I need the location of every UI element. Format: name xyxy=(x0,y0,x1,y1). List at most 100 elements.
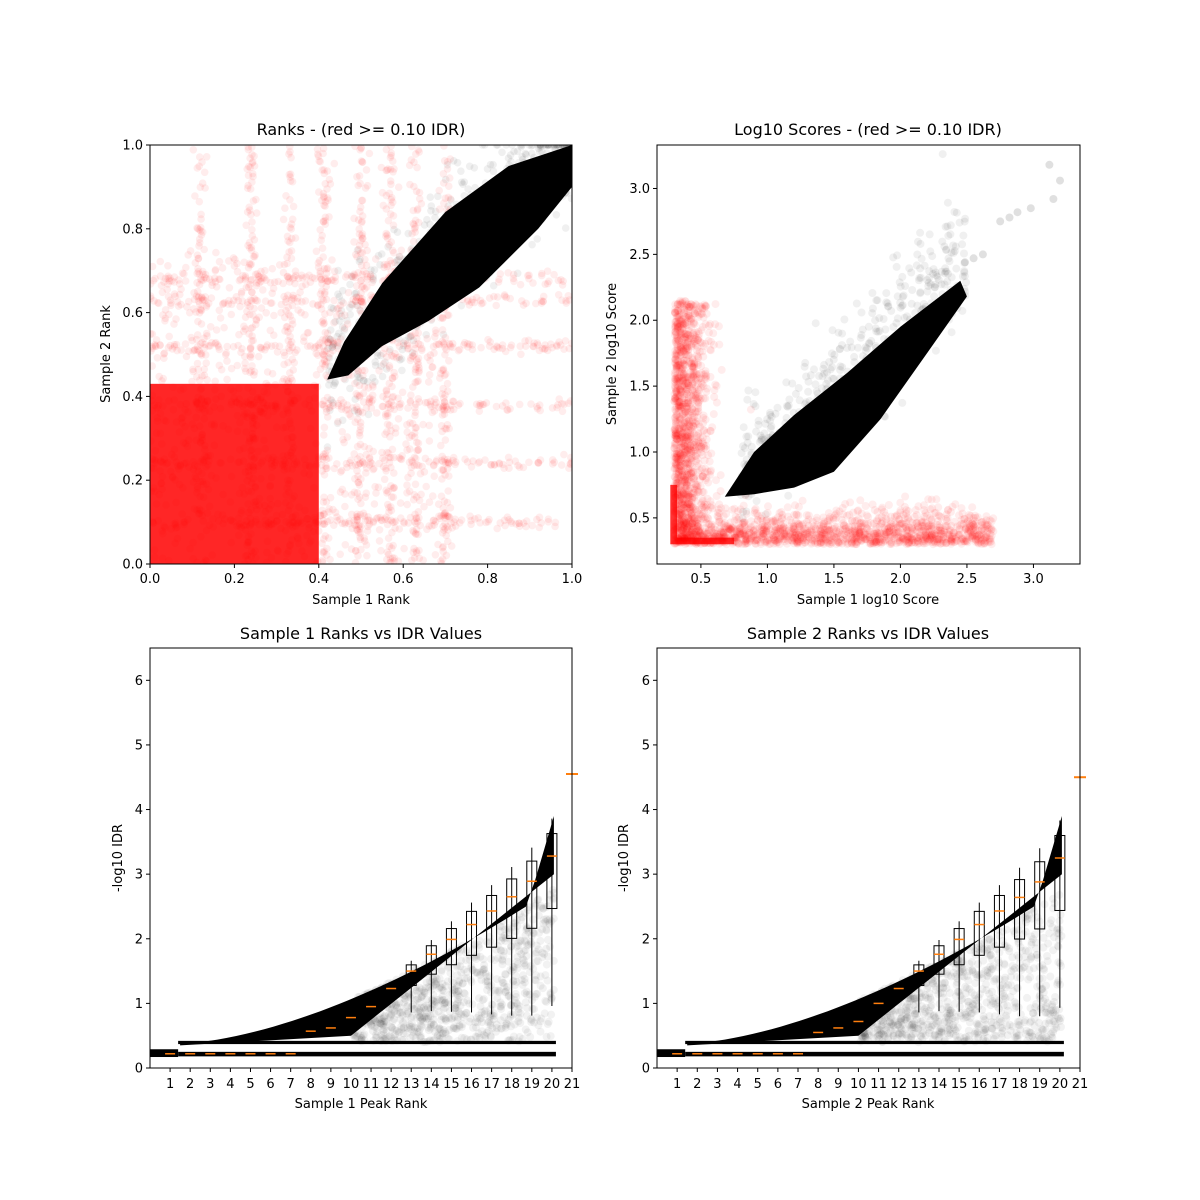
ranks-black-point xyxy=(382,365,391,373)
ranks-red-point xyxy=(356,306,364,315)
ranks-red-point xyxy=(321,336,329,344)
ranks-red-point xyxy=(522,522,530,531)
ranks-red-point xyxy=(283,322,292,331)
ranks-red-point xyxy=(495,344,503,352)
ranks-red-point xyxy=(202,463,210,471)
ranks-red-point xyxy=(150,280,155,288)
ranks-red-point xyxy=(412,150,420,158)
ranks-red-point xyxy=(240,322,248,331)
ranks-red-point xyxy=(357,249,365,257)
ranks-red-point xyxy=(159,311,167,319)
ranks-red-point xyxy=(227,472,236,481)
ranks-red-point xyxy=(257,274,266,283)
ranks-red-point xyxy=(438,543,447,552)
ranks-red-point xyxy=(151,553,159,561)
ranks-red-point xyxy=(329,341,337,350)
ranks-red-point xyxy=(428,408,437,417)
ranks-red-point xyxy=(365,149,374,158)
ranks-red-point xyxy=(413,334,421,343)
ranks-red-point xyxy=(206,341,215,350)
ranks-red-point xyxy=(318,318,326,326)
ranks-red-point xyxy=(410,461,419,470)
ranks-red-point xyxy=(456,519,464,527)
ranks-red-point xyxy=(156,272,165,280)
ranks-red-point xyxy=(413,446,421,455)
ranks-red-point xyxy=(168,450,176,459)
ranks-red-point xyxy=(431,333,439,341)
ranks-red-point xyxy=(320,547,329,555)
ranks-red-point xyxy=(219,300,227,309)
scores-red-point xyxy=(711,300,720,309)
ranks-red-point xyxy=(176,462,184,470)
ranks-red-point xyxy=(444,311,453,320)
ranks-red-point xyxy=(355,393,364,401)
ranks-red-point xyxy=(379,462,388,471)
ranks-red-point xyxy=(298,298,306,306)
ranks-red-point xyxy=(515,519,523,528)
ranks-red-point xyxy=(318,295,326,303)
ranks-red-point xyxy=(290,460,299,469)
ranks-red-point xyxy=(437,512,446,520)
ranks-red-point xyxy=(264,411,272,420)
ranks-black-point xyxy=(326,362,334,371)
ranks-red-point xyxy=(369,517,378,526)
ranks-red-point xyxy=(353,514,362,522)
ranks-red-point xyxy=(333,516,342,525)
ranks-red-point xyxy=(262,343,271,351)
ranks-red-point xyxy=(382,410,390,418)
ranks-red-point xyxy=(289,454,298,462)
scores-red-point xyxy=(968,503,977,512)
ranks-red-point xyxy=(243,298,252,307)
ranks-red-point xyxy=(418,462,426,471)
ranks-red-point xyxy=(197,458,205,466)
ranks-red-point xyxy=(415,188,424,197)
ranks-red-point xyxy=(197,396,206,404)
ranks-red-point xyxy=(193,506,201,514)
ranks-red-point xyxy=(358,234,367,243)
ranks-black-point xyxy=(475,201,483,209)
ranks-red-point xyxy=(391,524,399,532)
ranks-red-point xyxy=(266,494,275,503)
ranks-red-point xyxy=(164,292,173,301)
ranks-red-point xyxy=(382,205,391,213)
ranks-black-point xyxy=(561,224,570,232)
ranks-red-point xyxy=(255,272,263,281)
ranks-black-point xyxy=(457,167,465,175)
ranks-red-point xyxy=(247,487,256,496)
ranks-red-point xyxy=(468,341,477,349)
ranks-red-point xyxy=(302,273,310,281)
ranks-red-point xyxy=(475,458,484,466)
ranks-red-point xyxy=(262,309,271,317)
ranks-red-point xyxy=(415,368,423,377)
ranks-red-point xyxy=(334,399,342,408)
ranks-red-point xyxy=(195,162,203,171)
ranks-red-point xyxy=(252,315,261,324)
ranks-red-point xyxy=(257,407,265,416)
ranks-red-point xyxy=(152,342,160,351)
ranks-red-point xyxy=(390,518,399,526)
ranks-black-point xyxy=(545,204,554,212)
ranks-red-point xyxy=(389,352,398,361)
ranks-red-point xyxy=(196,385,205,394)
ranks-red-point xyxy=(485,515,493,524)
ranks-red-point xyxy=(406,397,415,405)
ranks-red-point xyxy=(248,362,256,370)
ranks-red-point xyxy=(287,448,295,457)
ranks-red-point xyxy=(478,400,487,409)
ranks-red-point xyxy=(412,530,420,538)
ranks-red-point xyxy=(188,420,197,429)
ranks-red-point xyxy=(251,547,259,555)
ranks-red-point xyxy=(441,524,449,533)
ranks-red-point xyxy=(226,455,235,464)
ranks-black-point xyxy=(369,306,378,314)
ranks-red-point xyxy=(172,524,180,532)
ranks-red-point xyxy=(382,387,391,395)
ranks-red-point xyxy=(154,517,162,525)
ranks-red-point xyxy=(343,271,352,279)
ranks-red-point xyxy=(278,461,287,469)
ranks-red-point xyxy=(515,400,524,409)
ranks-red-point xyxy=(155,372,163,381)
ranks-red-point xyxy=(288,399,297,408)
ranks-red-point xyxy=(239,521,248,530)
ranks-red-point xyxy=(305,402,314,410)
